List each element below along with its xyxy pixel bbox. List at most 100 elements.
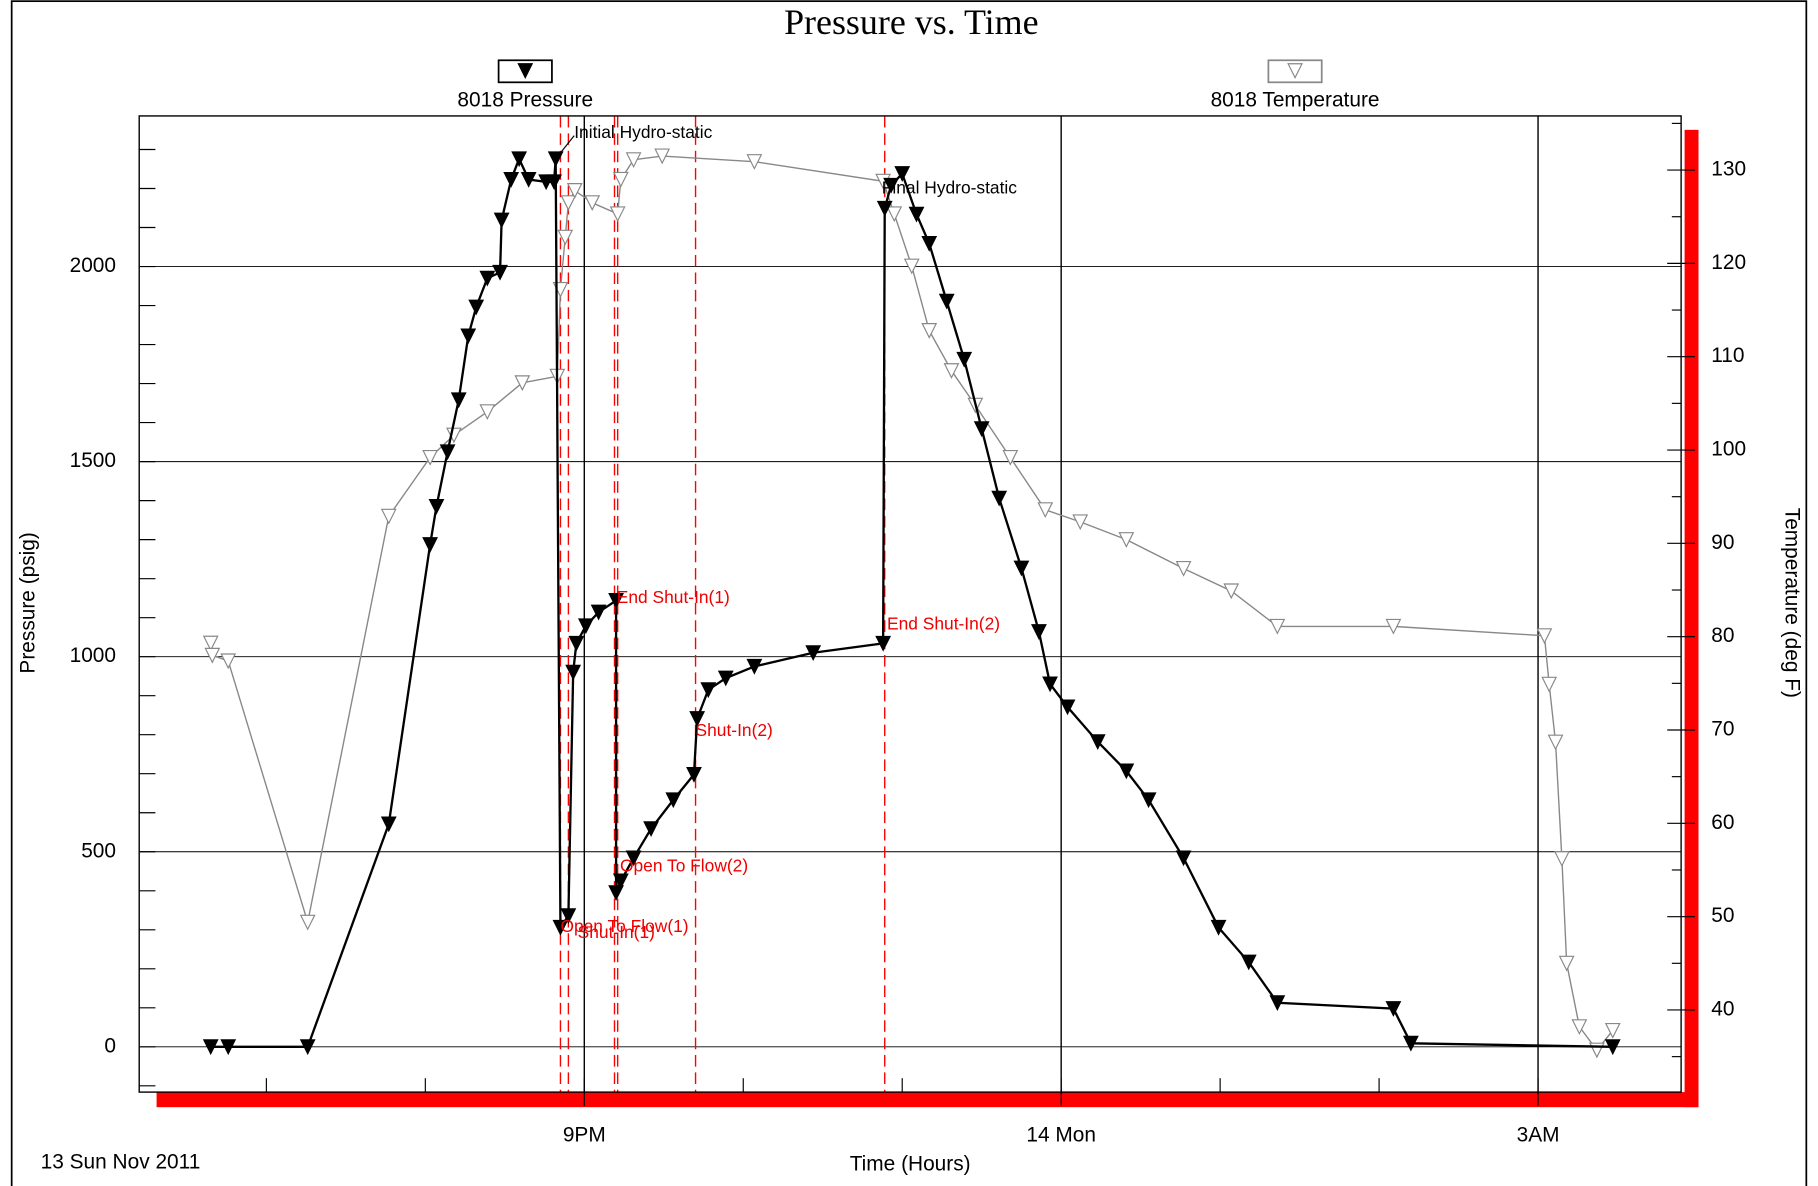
event-label: End Shut-In(2) (887, 613, 1000, 633)
legend-label: 8018 Pressure (457, 88, 593, 111)
y-tick-label: 1000 (70, 644, 116, 667)
marker (202, 1039, 219, 1056)
marker (565, 664, 582, 681)
marker (938, 293, 955, 310)
plot-frame (138, 115, 1682, 1093)
series-line (210, 155, 1613, 1048)
marker (943, 363, 960, 379)
marker (493, 212, 510, 229)
marker (1269, 995, 1286, 1012)
marker (468, 299, 485, 316)
marker (973, 421, 990, 438)
x-tick-label: 14 Mon (1026, 1124, 1096, 1147)
marker (908, 206, 925, 223)
marker (514, 375, 531, 392)
y2-tick-label: 40 (1711, 997, 1734, 1020)
marker (1604, 1039, 1621, 1056)
marker (956, 351, 973, 368)
marker (428, 498, 445, 515)
marker (1547, 734, 1564, 751)
marker (1210, 919, 1227, 936)
marker (1042, 676, 1058, 693)
marker (1553, 851, 1570, 868)
y2-tick-label: 100 (1711, 438, 1746, 461)
y2-tick-label: 120 (1711, 251, 1746, 274)
marker (991, 490, 1008, 507)
marker (608, 885, 624, 901)
y-tick-label: 2000 (70, 254, 116, 277)
marker (1536, 628, 1553, 644)
marker (886, 206, 903, 223)
marker (612, 873, 629, 890)
y2-tick-label: 90 (1711, 531, 1734, 554)
marker (380, 816, 397, 833)
marker (625, 850, 642, 867)
marker (450, 392, 467, 409)
x-tick-label: 9PM (563, 1124, 606, 1147)
marker (568, 635, 585, 652)
marker (422, 537, 438, 553)
date-label: 13 Sun Nov 2011 (41, 1150, 201, 1173)
y-axis-label: Pressure (psig) (17, 532, 40, 673)
legend-label: 8018 Temperature (1211, 88, 1380, 111)
marker (1118, 763, 1135, 780)
y-tick-label: 500 (81, 839, 116, 862)
marker (1402, 1035, 1419, 1052)
marker (1240, 954, 1257, 971)
x-axis-label: Time (Hours) (850, 1153, 971, 1176)
marker (1002, 449, 1019, 466)
annotation: Initial Hydro-static (574, 122, 712, 142)
marker (654, 148, 671, 165)
marker (1541, 676, 1558, 693)
marker (584, 195, 601, 211)
marker (875, 635, 892, 652)
y2-axis-label: Temperature (deg F) (1781, 508, 1804, 698)
marker (805, 645, 822, 662)
marker (1118, 532, 1135, 548)
marker (204, 647, 221, 664)
event-label: Shut-In(1) (578, 922, 655, 942)
marker (1089, 734, 1106, 750)
marker (380, 508, 397, 525)
marker (1269, 618, 1286, 635)
marker (422, 449, 438, 466)
marker (1223, 583, 1240, 600)
marker (220, 1039, 237, 1056)
marker (689, 711, 706, 727)
marker (1140, 792, 1157, 809)
marker (883, 177, 899, 194)
y2-tick-label: 50 (1711, 904, 1734, 927)
marker (665, 792, 682, 809)
marker (1175, 561, 1192, 577)
marker (700, 682, 717, 699)
marker (717, 670, 734, 687)
event-label: Shut-In(2) (696, 720, 773, 740)
marker (439, 444, 456, 461)
marker (1175, 850, 1192, 867)
marker (903, 258, 920, 275)
marker (220, 653, 237, 670)
marker (299, 1039, 316, 1056)
marker (921, 235, 938, 252)
frame (10, 0, 1808, 1186)
marker (1604, 1022, 1621, 1039)
annotation: Final Hydro-static (882, 177, 1017, 197)
marker (608, 592, 624, 609)
marker (894, 166, 911, 182)
marker (1385, 618, 1402, 635)
marker (1571, 1019, 1588, 1036)
marker (1385, 1001, 1402, 1017)
marker (460, 328, 477, 345)
chart-title: Pressure vs. Time (784, 2, 1039, 42)
marker (557, 229, 574, 246)
marker (643, 821, 659, 837)
event-label: End Shut-In(1) (617, 587, 730, 607)
y2-tick-label: 60 (1711, 811, 1734, 834)
marker (1059, 699, 1076, 716)
marker (560, 908, 577, 924)
marker (1037, 502, 1054, 519)
legend-marker (517, 63, 534, 79)
y2-tick-label: 80 (1711, 624, 1734, 647)
